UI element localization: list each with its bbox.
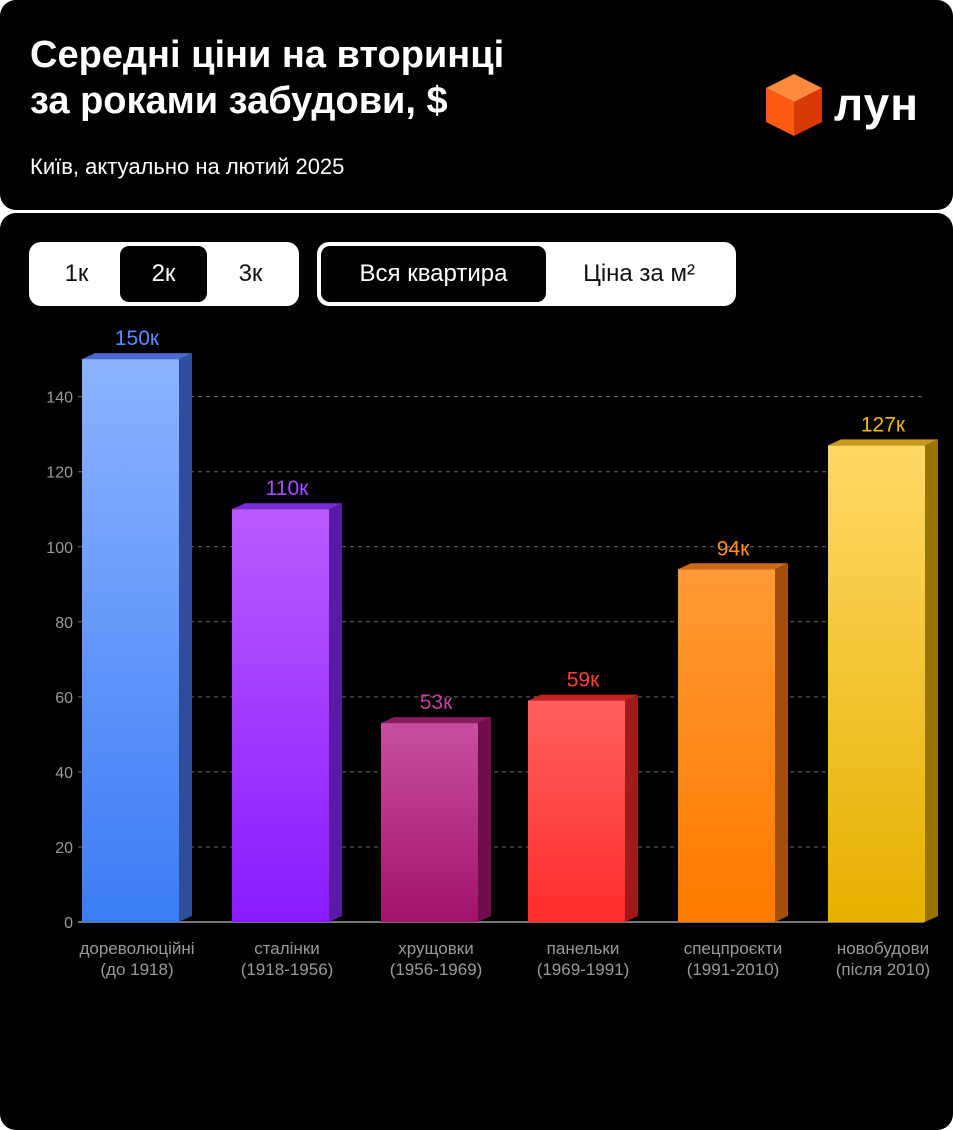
bar	[678, 569, 775, 922]
x-category-label: спецпроєкти	[684, 939, 783, 958]
y-tick-label: 0	[64, 915, 73, 932]
chart-card: 1к 2к 3к Вся квартира Ціна за м² 0 20 40 60…	[0, 213, 953, 1130]
x-category-label: сталінки	[254, 939, 320, 958]
mode-whole-apartment[interactable]: Вся квартира	[321, 246, 546, 302]
bar-value-label: 94к	[717, 537, 750, 560]
x-category-label: (1991-2010)	[687, 960, 780, 979]
x-category-label: (до 1918)	[100, 960, 173, 979]
bar-side	[478, 717, 491, 922]
y-tick-label: 140	[46, 390, 73, 407]
bar-top	[82, 353, 192, 360]
bar-chart: 0 20 40 60 80 100 120 140 150к дореволюційні (до 1…	[46, 327, 938, 979]
bar-top	[678, 563, 788, 570]
room-option-3k[interactable]: 3к	[238, 260, 263, 287]
bar-side	[925, 439, 938, 922]
bar-top	[232, 503, 342, 510]
bar-side	[625, 694, 638, 922]
bar-side	[329, 503, 342, 922]
bar	[82, 359, 179, 922]
y-tick-label: 40	[55, 765, 73, 782]
bar-value-label: 127к	[861, 413, 906, 436]
room-option-2k[interactable]: 2к	[120, 246, 207, 302]
x-category-label: дореволюційні	[79, 939, 194, 958]
bar-top	[381, 717, 491, 724]
x-category-label: (1918-1956)	[241, 960, 334, 979]
chart-subtitle: Київ, актуально на лютий 2025	[30, 154, 345, 179]
x-category-label: (після 2010)	[836, 960, 930, 979]
bar-value-label: 59к	[567, 669, 600, 692]
bar-side	[775, 563, 788, 922]
bar-top	[528, 694, 638, 701]
y-tick-label: 80	[55, 615, 73, 632]
y-tick-label: 100	[46, 540, 73, 557]
bar	[828, 445, 925, 922]
x-category-label: (1969-1991)	[537, 960, 630, 979]
lun-logo: лун	[762, 72, 932, 138]
header: Середні ціни на вторинці за роками забуд…	[0, 0, 953, 210]
logo-text: лун	[834, 78, 919, 130]
price-mode-selector: Вся квартира Ціна за м²	[317, 242, 736, 306]
room-option-1k[interactable]: 1к	[64, 260, 89, 287]
y-tick-label: 20	[55, 840, 73, 857]
bar-top	[828, 439, 938, 446]
x-category-label: новобудови	[837, 939, 929, 958]
cube-icon	[766, 74, 822, 136]
bar-value-label: 110к	[266, 477, 309, 500]
x-category-label: панельки	[547, 939, 620, 958]
y-tick-label: 60	[55, 690, 73, 707]
chart-title: Середні ціни на вторинці за роками забуд…	[30, 34, 505, 122]
x-category-label: (1956-1969)	[390, 960, 483, 979]
bar-value-label: 150к	[115, 327, 160, 350]
bar-side	[179, 353, 192, 922]
bar	[381, 723, 478, 922]
bar-value-label: 53к	[420, 691, 453, 714]
y-tick-label: 120	[46, 465, 73, 482]
bar	[528, 700, 625, 922]
bar	[232, 509, 329, 922]
mode-price-per-m2[interactable]: Ціна за м²	[583, 260, 695, 287]
room-count-selector: 1к 2к 3к	[29, 242, 299, 306]
x-category-label: хрущовки	[398, 939, 473, 958]
